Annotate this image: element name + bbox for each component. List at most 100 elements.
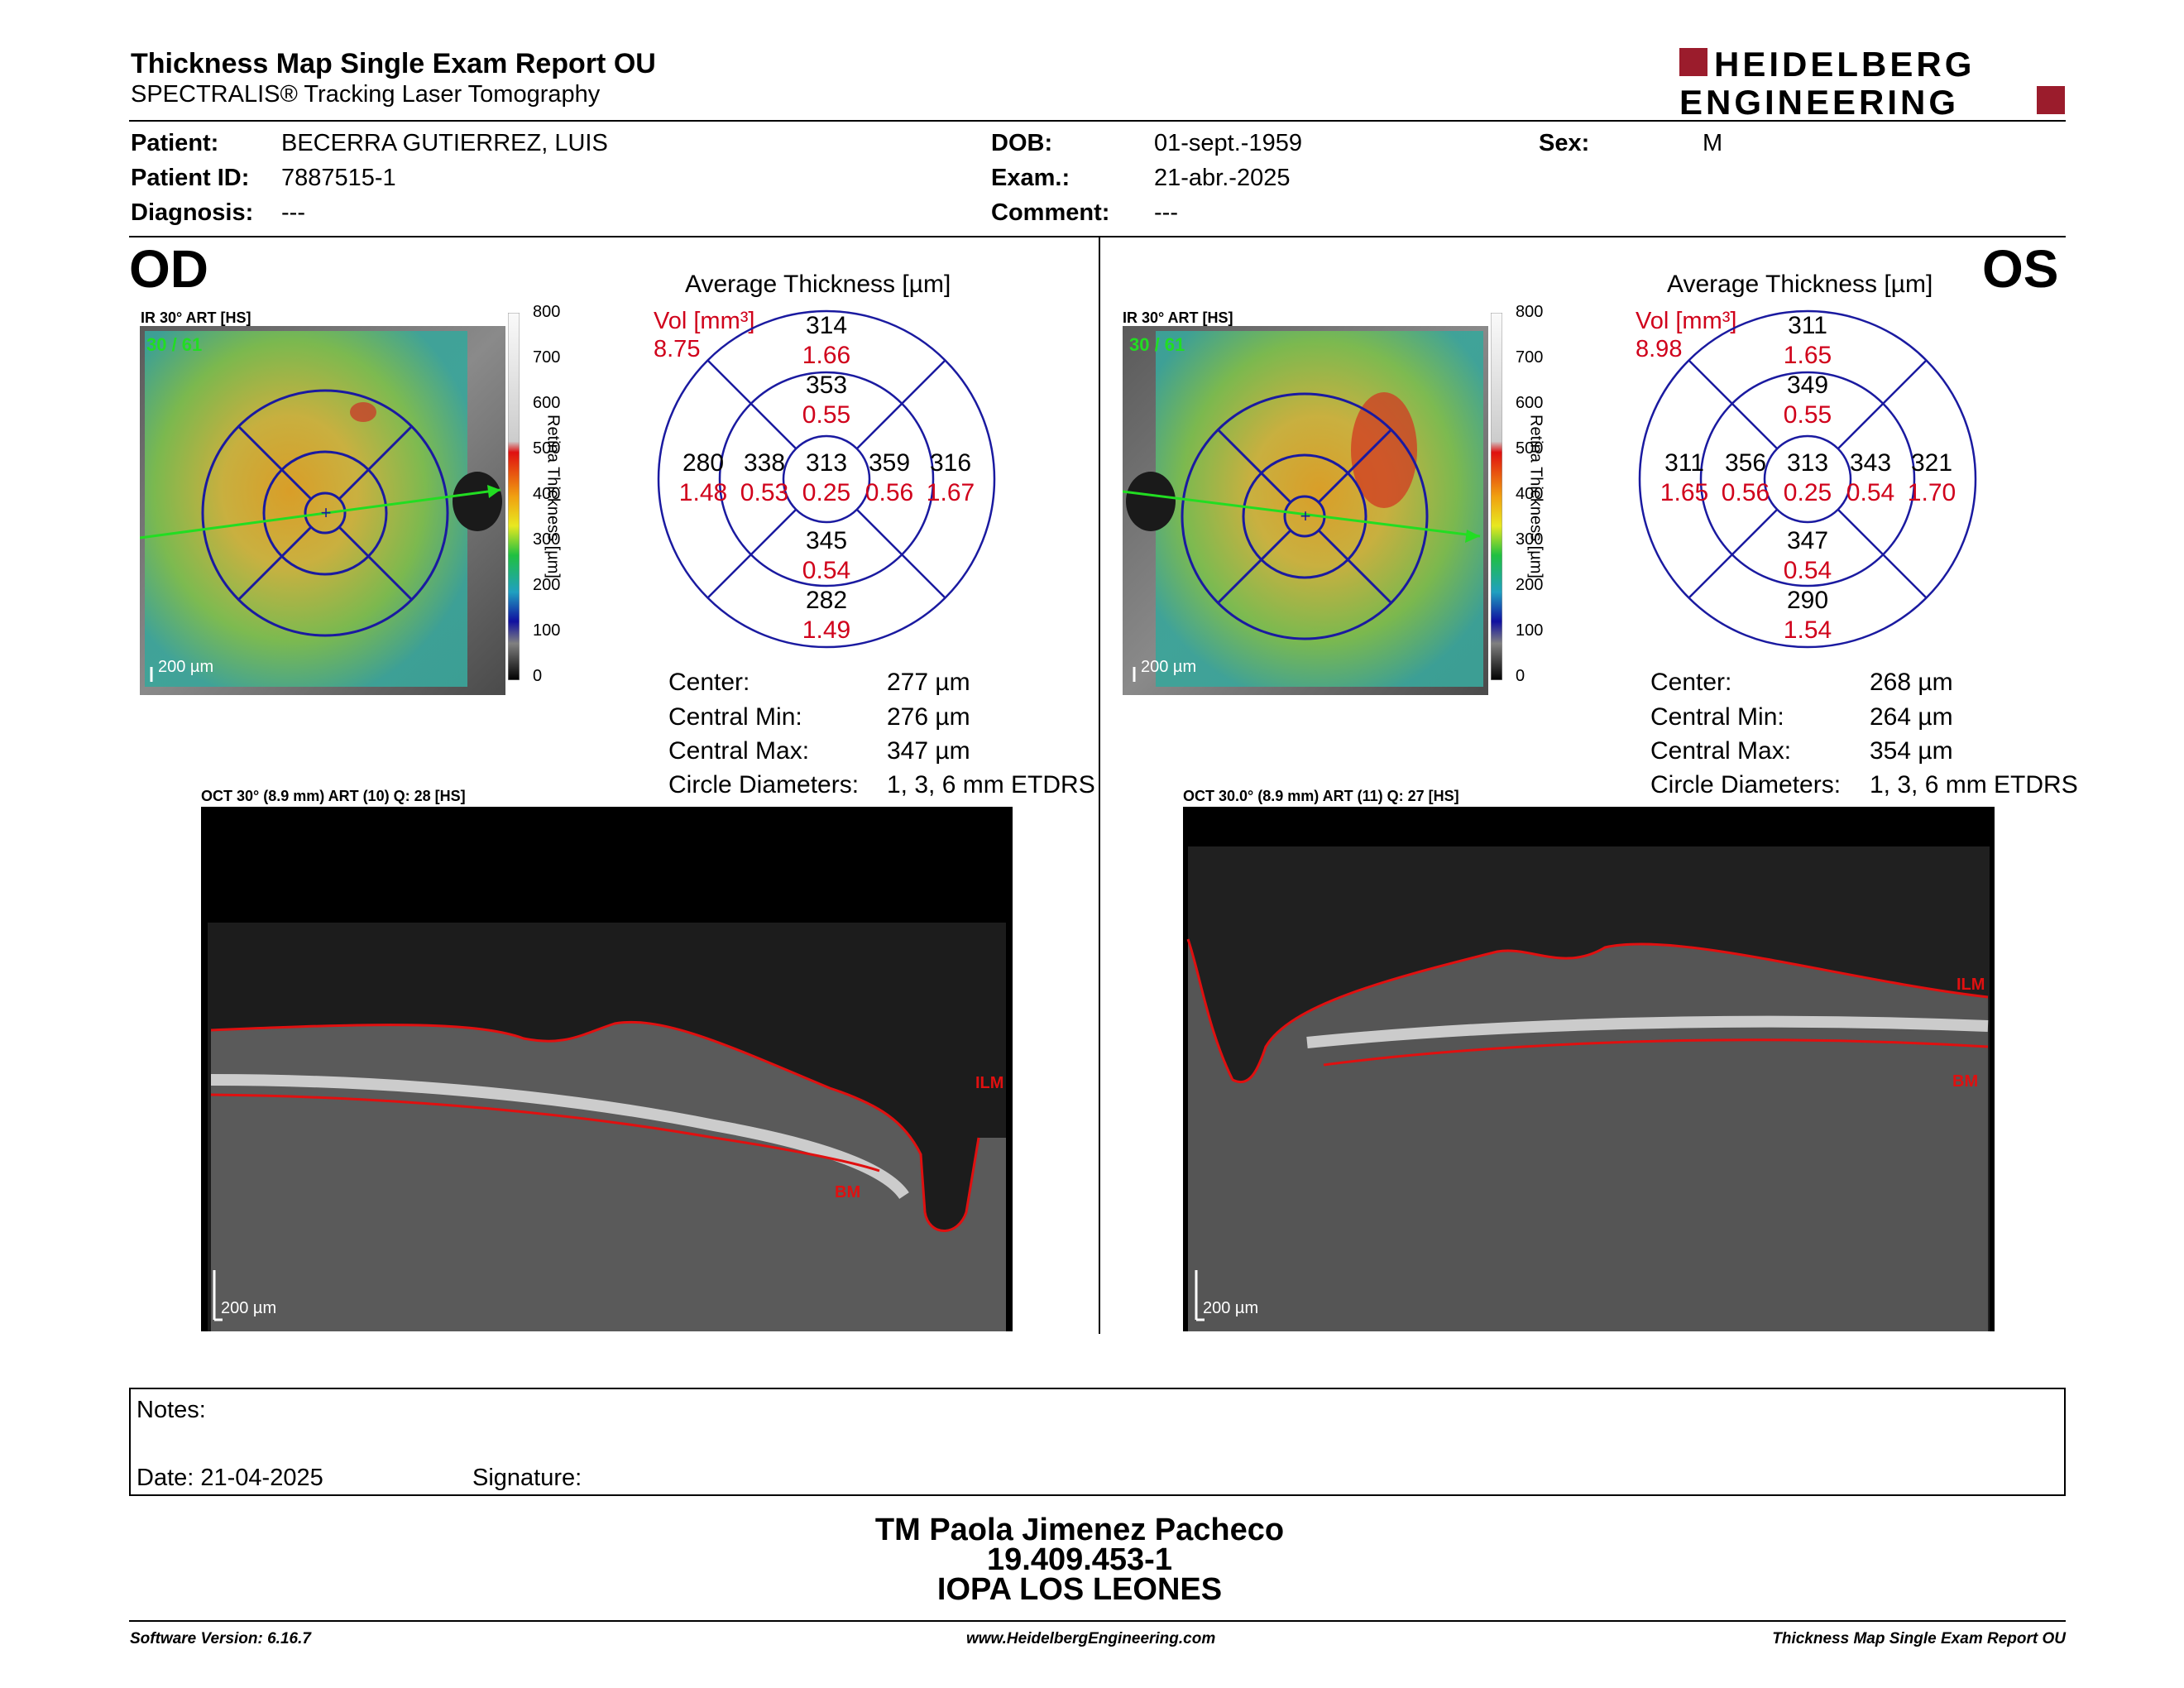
od-inner-inf: 345 0.54 bbox=[802, 527, 851, 584]
patient-id-label: Patient ID: bbox=[131, 165, 250, 191]
colorbar-tick: 100 bbox=[1516, 621, 1544, 640]
od-inner-sup: 353 0.55 bbox=[802, 372, 851, 429]
eye-divider bbox=[1099, 237, 1100, 1334]
comment-label: Comment: bbox=[991, 199, 1110, 226]
os-oct-scale: 200 µm bbox=[1203, 1299, 1258, 1317]
os-outer-sup: 311 1.65 bbox=[1783, 312, 1832, 369]
os-ir-count: 30 / 61 bbox=[1129, 334, 1185, 355]
comment-value: --- bbox=[1154, 199, 1178, 226]
colorbar-tick: 800 bbox=[533, 303, 561, 321]
od-stat-value: 1, 3, 6 mm ETDRS bbox=[887, 771, 1095, 798]
logo-line2: ENGINEERING bbox=[1679, 83, 1959, 117]
signer-rut: 19.409.453-1 bbox=[987, 1542, 1172, 1577]
od-etdrs-title: Average Thickness [µm] bbox=[685, 271, 951, 298]
os-inner-left: 356 0.56 bbox=[1721, 449, 1770, 506]
od-outer-inf: 282 1.49 bbox=[802, 587, 851, 644]
os-etdrs-title: Average Thickness [µm] bbox=[1667, 271, 1933, 298]
report-title: Thickness Map Single Exam Report OU bbox=[131, 48, 656, 79]
od-etdrs-grid bbox=[657, 309, 996, 649]
od-bm-label: BM bbox=[835, 1183, 860, 1201]
logo-line1: HEIDELBERG bbox=[1714, 45, 1975, 84]
os-thickness-map: + 30 / 61 200 µm bbox=[1123, 326, 1488, 695]
colorbar-tick: 200 bbox=[533, 576, 561, 594]
os-eye-label: OS bbox=[1982, 239, 2059, 299]
od-outer-left: 280 1.48 bbox=[678, 449, 728, 506]
od-thickness-map: + 30 / 61 200 µm bbox=[140, 326, 505, 695]
os-ir-label: IR 30° ART [HS] bbox=[1123, 309, 1233, 326]
os-stat-label: Center: bbox=[1650, 669, 1732, 696]
colorbar-tick: 400 bbox=[1516, 485, 1544, 503]
colorbar-tick: 0 bbox=[533, 667, 543, 685]
patient-label: Patient: bbox=[131, 130, 219, 156]
os-stat-label: Central Max: bbox=[1650, 737, 1792, 765]
od-ir-count: 30 / 61 bbox=[146, 334, 202, 355]
software-version: Software Version: 6.16.7 bbox=[130, 1630, 311, 1647]
colorbar-tick: 100 bbox=[533, 621, 561, 640]
od-vol-label: Vol [mm³] bbox=[654, 308, 755, 334]
od-stat-value: 277 µm bbox=[887, 669, 970, 696]
os-bm-label: BM bbox=[1952, 1072, 1978, 1091]
od-ir-scale: 200 µm bbox=[158, 658, 213, 676]
colorbar-tick: 700 bbox=[1516, 348, 1544, 367]
colorbar-tick: 300 bbox=[1516, 530, 1544, 549]
patient-id: 7887515-1 bbox=[281, 165, 396, 191]
os-oct-scan: ILM BM 200 µm bbox=[1183, 807, 1995, 1331]
os-inner-inf: 347 0.54 bbox=[1783, 527, 1832, 584]
colorbar-tick: 0 bbox=[1516, 667, 1525, 685]
os-stat-value: 1, 3, 6 mm ETDRS bbox=[1870, 771, 2078, 798]
notes-box[interactable]: Notes: Date: 21-04-2025 Signature: bbox=[129, 1388, 2066, 1496]
os-stat-value: 354 µm bbox=[1870, 737, 1953, 765]
os-etdrs-values: 311 1.65 349 0.55 313 0.25 356 0.56 343 0.54 … bbox=[1636, 308, 1979, 650]
os-stat-value: 264 µm bbox=[1870, 703, 1953, 731]
od-stat-label: Circle Diameters: bbox=[668, 771, 860, 798]
od-ilm-label: ILM bbox=[975, 1074, 1003, 1092]
exam-label: Exam.: bbox=[991, 165, 1070, 191]
od-stat-value: 276 µm bbox=[887, 703, 970, 731]
os-stat-label: Circle Diameters: bbox=[1650, 771, 1842, 798]
os-inner-right: 343 0.54 bbox=[1846, 449, 1895, 506]
colorbar-tick: 500 bbox=[533, 439, 561, 458]
website-link[interactable]: www.HeidelbergEngineering.com bbox=[966, 1630, 1216, 1647]
os-ir-scale: 200 µm bbox=[1141, 658, 1196, 676]
colorbar-tick: 600 bbox=[533, 394, 561, 412]
patient-name: BECERRA GUTIERREZ, LUIS bbox=[281, 130, 608, 156]
signature-label[interactable]: Signature: bbox=[472, 1465, 582, 1491]
od-oct-scale: 200 µm bbox=[221, 1299, 276, 1317]
os-vol-label: Vol [mm³] bbox=[1636, 308, 1737, 334]
colorbar-tick: 800 bbox=[1516, 303, 1544, 321]
od-outer-sup: 314 1.66 bbox=[802, 312, 851, 369]
footer-report-name: Thickness Map Single Exam Report OU bbox=[1772, 1630, 2066, 1647]
dob-label: DOB: bbox=[991, 130, 1053, 156]
os-ilm-label: ILM bbox=[1956, 976, 1985, 994]
notes-label: Notes: bbox=[136, 1397, 206, 1423]
od-colorbar bbox=[508, 313, 520, 680]
dob-value: 01-sept.-1959 bbox=[1154, 130, 1302, 156]
os-stat-label: Central Min: bbox=[1650, 703, 1784, 731]
colorbar-tick: 600 bbox=[1516, 394, 1544, 412]
os-outer-right: 321 1.70 bbox=[1907, 449, 1956, 506]
svg-text:+: + bbox=[321, 502, 332, 523]
od-colorbar-title: Retina Thickness [µm] bbox=[544, 415, 563, 578]
os-colorbar-title: Retina Thickness [µm] bbox=[1526, 415, 1545, 578]
od-stat-value: 347 µm bbox=[887, 737, 970, 765]
od-oct-label: OCT 30° (8.9 mm) ART (10) Q: 28 [HS] bbox=[201, 788, 466, 804]
patient-divider bbox=[129, 236, 2066, 237]
od-stat-label: Center: bbox=[668, 669, 750, 696]
os-stat-value: 268 µm bbox=[1870, 669, 1953, 696]
od-center: 313 0.25 bbox=[802, 449, 851, 506]
od-eye-label: OD bbox=[129, 239, 208, 299]
os-oct-label: OCT 30.0° (8.9 mm) ART (11) Q: 27 [HS] bbox=[1183, 788, 1459, 804]
os-etdrs-grid bbox=[1638, 309, 1977, 649]
sex-label: Sex: bbox=[1539, 130, 1590, 156]
sex-value: M bbox=[1703, 130, 1723, 156]
header-divider bbox=[129, 120, 2066, 122]
os-outer-inf: 290 1.54 bbox=[1783, 587, 1832, 644]
colorbar-tick: 300 bbox=[533, 530, 561, 549]
colorbar-tick: 400 bbox=[533, 485, 561, 503]
od-ir-label: IR 30° ART [HS] bbox=[141, 309, 251, 326]
signer-place: IOPA LOS LEONES bbox=[936, 1572, 1223, 1607]
od-colorbar-ticks: 800 700 600 500 400 300 200 100 0 bbox=[520, 303, 569, 685]
od-stat-label: Central Max: bbox=[668, 737, 810, 765]
os-center: 313 0.25 bbox=[1783, 449, 1832, 506]
od-inner-left: 338 0.53 bbox=[740, 449, 789, 506]
